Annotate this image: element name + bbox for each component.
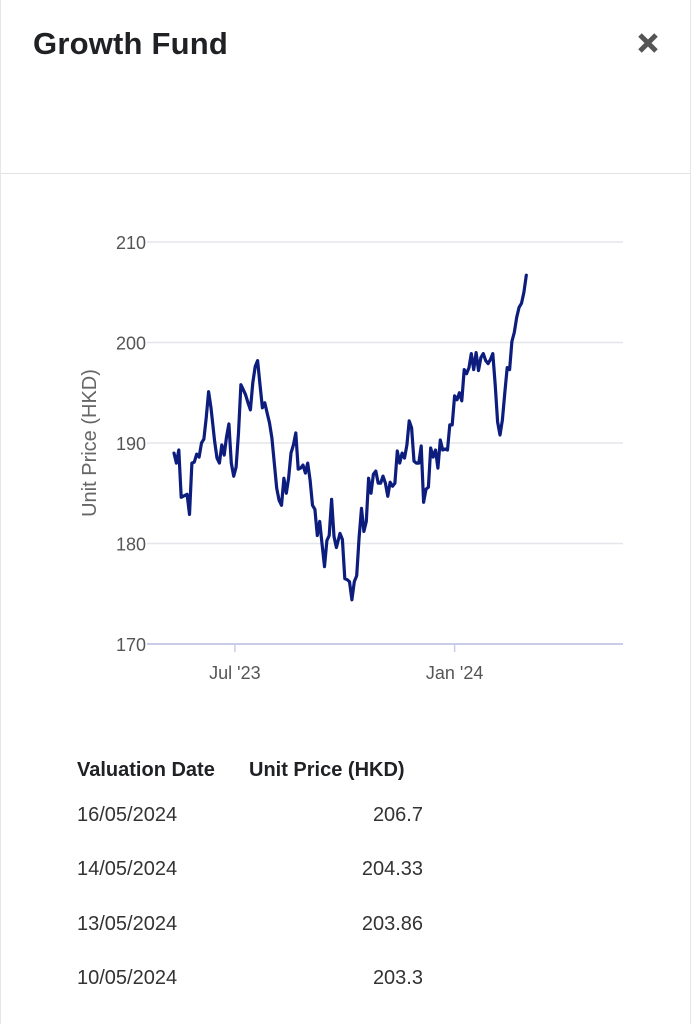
- row-valuation-date: 10/05/2024: [77, 967, 178, 990]
- row-valuation-date: 16/05/2024: [77, 803, 178, 826]
- price-chart: 170 180 190 200 210 Jul '23 Jan '24 Unit Price …: [1, 175, 690, 715]
- row-unit-price: 204.33: [361, 858, 423, 881]
- close-icon: [638, 33, 658, 53]
- table-row: 14/05/2024 204.33: [77, 843, 437, 898]
- price-line-chart: 170 180 190 200 210 Jul '23 Jan '24 Unit Price …: [79, 233, 623, 683]
- page-title: Growth Fund: [33, 26, 229, 61]
- row-unit-price: 203.86: [361, 912, 423, 935]
- close-button[interactable]: [629, 26, 665, 62]
- row-unit-price: 206.7: [372, 803, 423, 826]
- row-valuation-date: 14/05/2024: [77, 858, 178, 881]
- row-unit-price: 203.3: [372, 967, 423, 990]
- y-tick-label: 200: [116, 334, 146, 354]
- valuation-table: Valuation Date Unit Price (HKD) 16/05/20…: [77, 752, 437, 1006]
- table-row: 10/05/2024 203.3: [77, 952, 437, 1007]
- header-unit-price: Unit Price (HKD): [249, 758, 405, 781]
- table-header: Valuation Date Unit Price (HKD): [77, 752, 437, 788]
- y-axis-title: Unit Price (HKD): [79, 369, 101, 517]
- y-tick-label: 210: [116, 233, 146, 253]
- row-valuation-date: 13/05/2024: [77, 912, 178, 935]
- y-tick-label: 170: [116, 635, 146, 655]
- y-tick-label: 180: [116, 535, 146, 555]
- panel-header: Growth Fund: [1, 0, 690, 174]
- x-tick-label: Jan '24: [426, 663, 483, 683]
- table-row: 13/05/2024 203.86: [77, 897, 437, 952]
- series-line: [172, 273, 528, 602]
- table-row: 16/05/2024 206.7: [77, 788, 437, 843]
- header-valuation-date: Valuation Date: [77, 758, 215, 781]
- x-tick-label: Jul '23: [209, 663, 260, 683]
- y-tick-label: 190: [116, 434, 146, 454]
